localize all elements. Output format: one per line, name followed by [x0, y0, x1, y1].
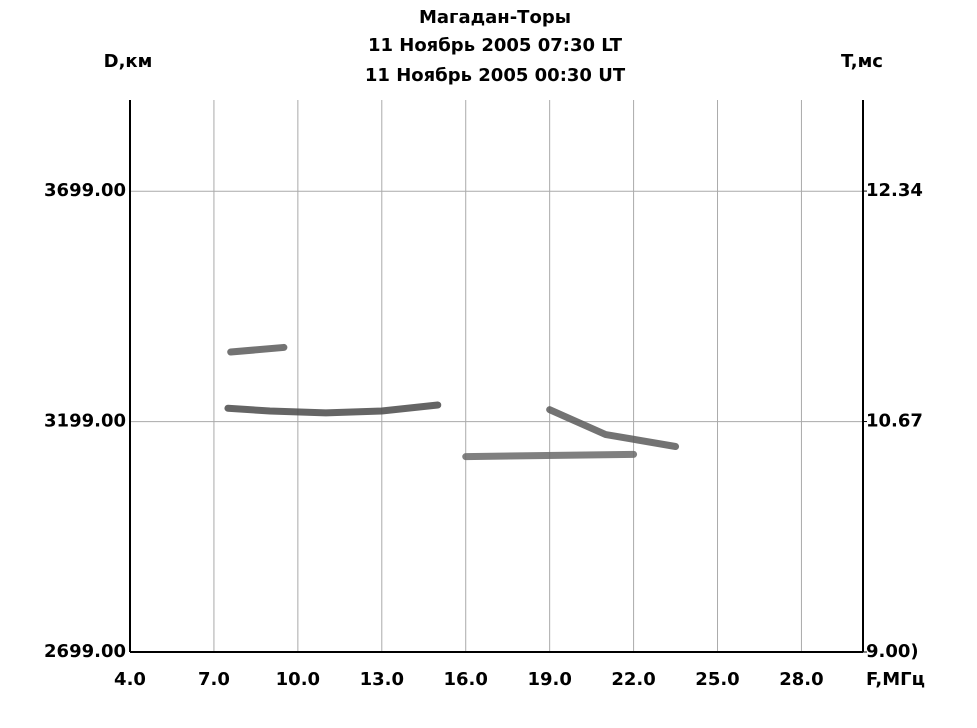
chart-subtitle: 11 Ноябрь 2005 07:30 LT [368, 35, 623, 56]
x-tick-label: 25.0 [695, 669, 739, 690]
x-tick-label: 4.0 [114, 669, 146, 690]
x-axis-label: F,МГц [866, 669, 925, 690]
y2-tick-label: 10.67 [866, 411, 923, 432]
y-tick-label: 2699.00 [44, 641, 126, 662]
x-tick-label: 13.0 [360, 669, 404, 690]
y-tick-label: 3199.00 [44, 411, 126, 432]
echo-trace [227, 343, 288, 356]
chart-subtitle: 11 Ноябрь 2005 00:30 UT [365, 65, 626, 86]
x-tick-label: 22.0 [611, 669, 655, 690]
echo-trace [462, 450, 638, 461]
echo-trace [224, 401, 442, 417]
x-tick-label: 7.0 [198, 669, 230, 690]
x-tick-label: 19.0 [527, 669, 571, 690]
y2-axis-label: T,мс [841, 51, 883, 72]
x-tick-label: 28.0 [779, 669, 823, 690]
y-tick-label: 3699.00 [44, 180, 126, 201]
x-tick-label: 16.0 [444, 669, 488, 690]
echo-trace [546, 406, 680, 450]
y2-tick-label: 9.00) [866, 641, 919, 662]
x-tick-label: 10.0 [276, 669, 320, 690]
y2-tick-label: 12.34 [866, 180, 923, 201]
chart-title: Магадан-Торы [419, 7, 571, 28]
y-axis-label: D,км [104, 51, 153, 72]
